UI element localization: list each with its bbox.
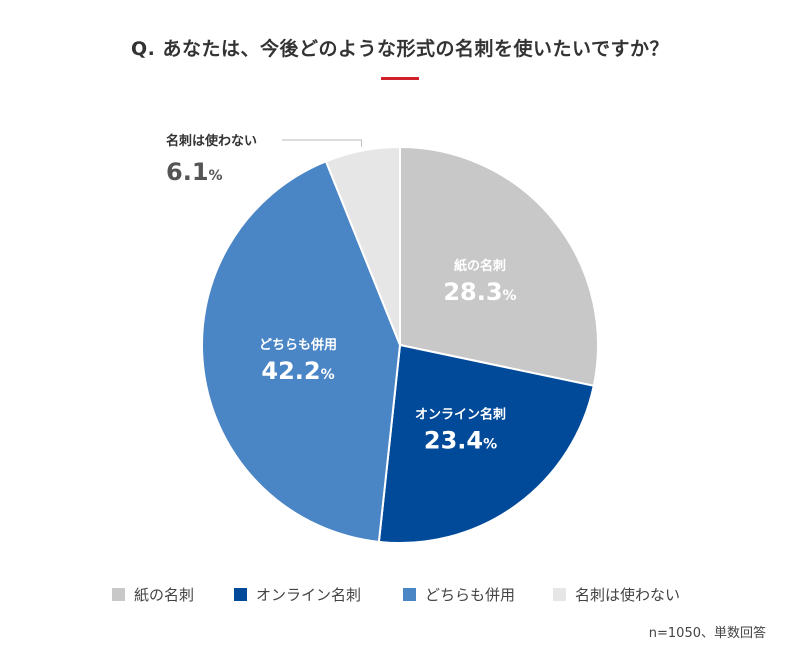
legend-swatch-online	[234, 587, 247, 601]
legend-swatch-none	[553, 587, 566, 601]
legend-item-both: どちらも併用	[403, 584, 515, 604]
legend-label-both: どちらも併用	[425, 585, 516, 604]
legend-item-online: オンライン名刺	[234, 584, 361, 604]
slice-label-none: 名刺は使わない	[166, 133, 257, 149]
legend-item-paper: 紙の名刺	[112, 584, 194, 604]
legend-swatch-paper	[112, 587, 125, 601]
slice-label-paper: 紙の名刺	[454, 258, 506, 274]
legend-label-none: 名刺は使わない	[575, 585, 681, 604]
slice-paper	[399, 145, 599, 387]
legend-swatch-both	[403, 587, 416, 601]
legend-label-paper: 紙の名刺	[134, 585, 195, 604]
legend-item-none: 名刺は使わない	[553, 584, 680, 604]
slice-value-none: 6.1%	[166, 158, 223, 186]
sample-note: n=1050、単数回答	[648, 626, 766, 641]
legend-label-online: オンライン名刺	[256, 585, 362, 604]
slice-label-online: オンライン名刺	[415, 406, 506, 422]
chart-title: Q. あなたは、今後どのような形式の名刺を使いたいですか？	[131, 38, 669, 60]
slice-both	[201, 160, 402, 543]
title-accent-rule	[381, 77, 419, 80]
slice-none	[324, 145, 401, 346]
slice-label-both: どちらも併用	[259, 337, 337, 353]
slice-value-paper: 28.3%	[443, 278, 516, 306]
chart-legend: 紙の名刺 オンライン名刺 どちらも併用 名刺は使わない	[0, 584, 800, 604]
slice-value-online: 23.4%	[424, 426, 497, 454]
leader-line-none	[282, 139, 363, 147]
slice-value-both: 42.2%	[261, 357, 334, 385]
slice-online	[377, 343, 595, 544]
